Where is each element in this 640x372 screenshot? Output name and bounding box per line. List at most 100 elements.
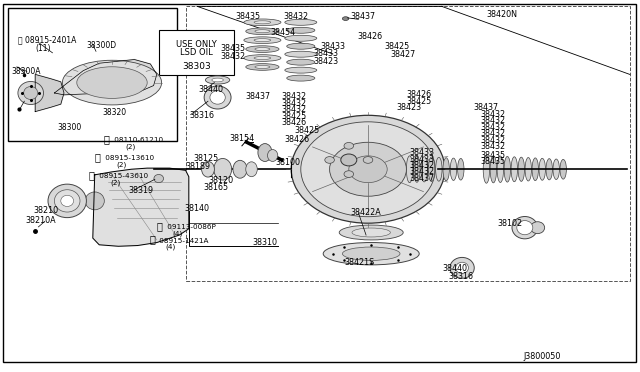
Text: 38210: 38210: [34, 206, 59, 215]
Text: 38432: 38432: [480, 142, 505, 151]
Ellipse shape: [287, 43, 315, 49]
Ellipse shape: [246, 162, 257, 177]
Text: 38427: 38427: [390, 50, 415, 59]
Text: 38432: 38432: [480, 116, 505, 125]
Text: Ⓦ 08915-2401A: Ⓦ 08915-2401A: [18, 36, 76, 45]
Ellipse shape: [233, 160, 247, 178]
Text: 38300A: 38300A: [12, 67, 41, 76]
Text: 38435: 38435: [236, 12, 260, 21]
Polygon shape: [93, 168, 189, 246]
Ellipse shape: [344, 171, 354, 177]
Ellipse shape: [511, 157, 518, 182]
Ellipse shape: [77, 67, 147, 98]
Text: 08915-1421A: 08915-1421A: [157, 238, 209, 244]
Ellipse shape: [436, 157, 442, 181]
Text: LSD OIL: LSD OIL: [180, 48, 213, 57]
Polygon shape: [54, 60, 157, 95]
Text: 08915-13610: 08915-13610: [103, 155, 154, 161]
Ellipse shape: [456, 262, 468, 273]
Text: 38120: 38120: [209, 176, 234, 185]
Ellipse shape: [339, 225, 403, 240]
Text: 38433: 38433: [314, 49, 339, 58]
Text: 38426: 38426: [285, 135, 310, 144]
Ellipse shape: [323, 243, 419, 265]
Ellipse shape: [285, 35, 317, 41]
Text: USE ONLY: USE ONLY: [176, 40, 217, 49]
Ellipse shape: [532, 158, 538, 180]
Ellipse shape: [490, 155, 497, 183]
Text: (11): (11): [35, 44, 51, 53]
Ellipse shape: [406, 156, 413, 183]
Ellipse shape: [349, 156, 387, 183]
Ellipse shape: [48, 184, 86, 218]
Text: 08110-61210: 08110-61210: [112, 137, 163, 143]
Text: 38432: 38432: [480, 136, 505, 145]
Ellipse shape: [518, 157, 525, 181]
Ellipse shape: [483, 155, 490, 183]
Text: (2): (2): [116, 162, 127, 168]
Ellipse shape: [352, 228, 390, 237]
Bar: [8, 8, 177, 141]
Ellipse shape: [287, 75, 315, 81]
Ellipse shape: [255, 30, 270, 33]
Ellipse shape: [154, 174, 164, 183]
Ellipse shape: [285, 67, 317, 73]
Ellipse shape: [450, 257, 474, 278]
Text: 38432: 38432: [282, 92, 307, 101]
Ellipse shape: [287, 59, 315, 65]
Ellipse shape: [246, 28, 279, 35]
Text: 38210A: 38210A: [26, 216, 56, 225]
Text: (4): (4): [165, 244, 175, 250]
Ellipse shape: [342, 247, 400, 260]
Text: 38102: 38102: [498, 219, 523, 228]
Ellipse shape: [204, 86, 231, 109]
Text: 38432: 38432: [410, 167, 435, 176]
Text: 38426: 38426: [406, 90, 431, 99]
Ellipse shape: [512, 217, 538, 239]
Text: 38432: 38432: [480, 110, 505, 119]
Ellipse shape: [504, 156, 511, 182]
Bar: [159, 30, 234, 75]
Text: 38426: 38426: [357, 32, 382, 41]
Text: 38423: 38423: [397, 103, 422, 112]
Text: 38435: 38435: [221, 44, 246, 53]
Ellipse shape: [421, 157, 428, 182]
Text: 38440: 38440: [198, 85, 223, 94]
Text: 38316: 38316: [189, 111, 214, 120]
Text: 38454: 38454: [271, 28, 296, 37]
Text: 38425: 38425: [406, 97, 431, 106]
Text: 38422A: 38422A: [351, 208, 381, 217]
Text: 38420N: 38420N: [486, 10, 517, 19]
Ellipse shape: [342, 17, 349, 20]
Ellipse shape: [443, 158, 449, 181]
Ellipse shape: [517, 221, 532, 235]
Text: 08915-43610: 08915-43610: [97, 173, 148, 179]
Text: 38300: 38300: [58, 124, 82, 132]
Text: 38435: 38435: [480, 151, 505, 160]
Text: 38425: 38425: [294, 126, 319, 135]
Ellipse shape: [330, 142, 406, 196]
Ellipse shape: [244, 19, 281, 26]
Text: 38423: 38423: [314, 57, 339, 66]
Ellipse shape: [301, 122, 435, 217]
Text: 38421S: 38421S: [344, 258, 374, 267]
Ellipse shape: [341, 154, 357, 166]
Text: 38432: 38432: [480, 129, 505, 138]
Text: 38425: 38425: [384, 42, 409, 51]
Text: 38437: 38437: [410, 174, 435, 183]
Text: 38432: 38432: [282, 99, 307, 108]
Ellipse shape: [560, 159, 566, 179]
Text: 38100: 38100: [275, 158, 300, 167]
Ellipse shape: [539, 158, 545, 180]
Text: J3800050: J3800050: [524, 352, 561, 361]
Text: 38154: 38154: [229, 134, 254, 143]
Ellipse shape: [364, 157, 373, 163]
Text: Ⓦ: Ⓦ: [95, 152, 100, 162]
Ellipse shape: [246, 46, 279, 52]
Ellipse shape: [212, 78, 223, 82]
Ellipse shape: [244, 55, 281, 61]
Text: 38437: 38437: [351, 12, 376, 21]
Ellipse shape: [18, 81, 44, 105]
Ellipse shape: [205, 76, 230, 84]
Ellipse shape: [254, 39, 271, 42]
